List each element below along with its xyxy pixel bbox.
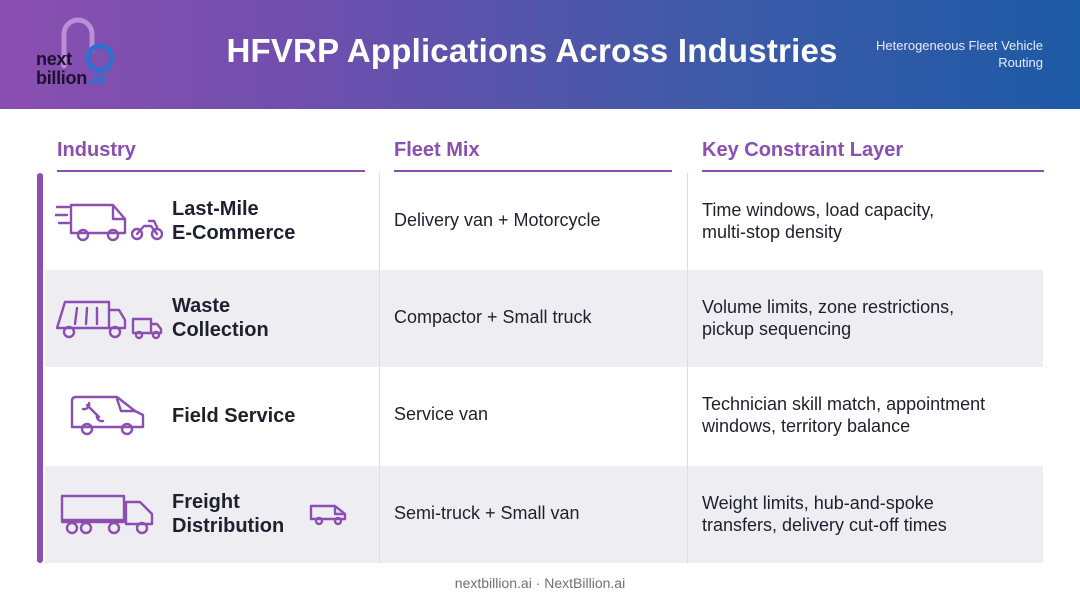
fleet-mix-cell: Service van (394, 404, 489, 424)
column-divider (379, 173, 380, 563)
logo-mark-icon (61, 17, 115, 73)
industry-label: Field Service (172, 404, 295, 428)
constraint-line2: pickup sequencing (702, 319, 852, 339)
logo-line1: next (36, 49, 72, 69)
row-icons (53, 199, 165, 250)
row-icons (55, 298, 163, 345)
constraint-line2: multi-stop density (702, 222, 843, 242)
industry-label-line1: Field Service (172, 405, 296, 427)
column-header-fleet-mix: Fleet Mix (394, 139, 672, 172)
motorcycle-icon (131, 219, 163, 241)
column-header-key-constraint: Key Constraint Layer (702, 139, 1044, 172)
small-van-icon-wrap (309, 502, 349, 531)
logo-line2: billion (36, 68, 87, 88)
industry-label-line2: E-Commerce (172, 222, 296, 244)
page-subtitle: Heterogeneous Fleet Vehicle Routing (876, 38, 1043, 70)
fleet-mix-cell: Delivery van + Motorcycle (394, 210, 601, 230)
industry-label: Waste Collection (172, 294, 269, 342)
fleet-mix-cell: Compactor + Small truck (394, 307, 592, 327)
industry-label-line1: Last-Mile (172, 198, 259, 220)
industry-label-line2: Collection (172, 319, 269, 341)
row-icons (69, 393, 147, 444)
industry-label: Freight Distribution (172, 490, 284, 538)
row-icons (60, 492, 156, 541)
header-banner: next billion.ai HFVRP Applications Acros… (0, 0, 1080, 109)
accent-bar (37, 173, 43, 563)
small-van-icon (309, 504, 347, 526)
constraint-cell: Weight limits, hub-and-spoke transfers, … (702, 492, 1042, 536)
industry-label: Last-Mile E-Commerce (172, 197, 295, 245)
logo-suffix: .ai (86, 68, 107, 88)
column-divider (687, 173, 688, 563)
garbage-truck-icon (55, 300, 127, 339)
table-row-waste: Waste Collection Compactor + Small truck… (45, 270, 1043, 367)
constraint-cell: Time windows, load capacity, multi-stop … (702, 199, 1042, 243)
speeding-van-icon (53, 203, 127, 242)
fleet-mix-cell: Semi-truck + Small van (394, 503, 580, 523)
table-row-last-mile: Last-Mile E-Commerce Delivery van + Moto… (45, 173, 1043, 270)
constraint-cell: Technician skill match, appointment wind… (702, 393, 1042, 437)
constraint-line2: windows, territory balance (702, 416, 911, 436)
service-van-wrench-icon (70, 395, 145, 436)
column-header-industry: Industry (57, 139, 365, 172)
small-truck-icon (131, 317, 163, 340)
logo-wordmark: next billion.ai (36, 50, 106, 88)
industry-label-line2: Distribution (172, 515, 285, 537)
footer-credit: nextbillion.ai · NextBillion.ai (454, 575, 626, 591)
semi-truck-icon (60, 494, 154, 535)
industry-label-line1: Waste (172, 295, 231, 317)
constraint-line1: Technician skill match, appointment (702, 394, 986, 414)
constraint-line1: Time windows, load capacity, (702, 200, 935, 220)
table-row-field-service: Field Service Service van Technician ski… (45, 367, 1043, 464)
constraint-line1: Volume limits, zone restrictions, (702, 297, 955, 317)
table-row-freight: Freight Distribution Semi-truck + Small … (45, 466, 1043, 563)
constraint-line1: Weight limits, hub-and-spoke (702, 493, 934, 513)
constraint-line2: transfers, delivery cut-off times (702, 515, 947, 535)
page-title: HFVRP Applications Across Industries (226, 32, 838, 69)
constraint-cell: Volume limits, zone restrictions, pickup… (702, 296, 1042, 340)
industry-label-line1: Freight (172, 491, 240, 513)
nextbillion-logo[interactable]: next billion.ai (36, 16, 146, 96)
